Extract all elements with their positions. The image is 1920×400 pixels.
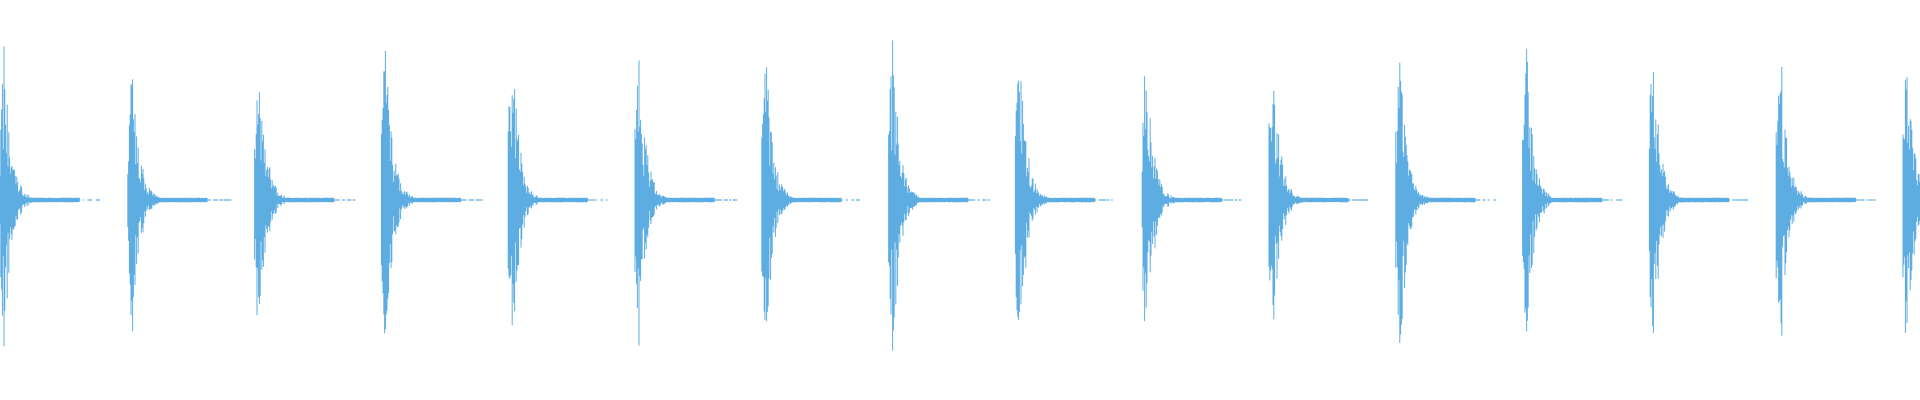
waveform-burst-body	[0, 46, 80, 347]
waveform-burst	[1268, 90, 1368, 320]
waveform-burst-body	[634, 60, 715, 346]
waveform-burst	[1522, 49, 1623, 332]
waveform-burst	[0, 46, 100, 347]
waveform-burst	[1902, 77, 1920, 333]
waveform-burst-body	[1268, 90, 1349, 320]
waveform-burst-body	[1902, 77, 1920, 333]
waveform-burst	[507, 89, 608, 326]
waveform-burst	[1395, 62, 1497, 343]
waveform-burst	[380, 50, 483, 334]
waveform-burst-body	[127, 79, 208, 332]
waveform-burst-body	[507, 89, 588, 326]
waveform-burst-body	[1522, 49, 1603, 332]
waveform-burst	[127, 79, 232, 332]
waveform-burst	[1141, 76, 1242, 322]
waveform-burst	[1014, 80, 1113, 320]
waveform-burst-body	[1395, 62, 1476, 343]
waveform-bursts	[0, 40, 1920, 351]
waveform-burst	[761, 67, 861, 322]
waveform-burst	[254, 92, 356, 315]
waveform-burst-body	[761, 67, 842, 322]
waveform-burst-body	[254, 92, 335, 315]
waveform-burst	[888, 40, 990, 351]
waveform-burst	[1648, 72, 1748, 333]
waveform-burst-body	[1141, 76, 1222, 322]
waveform-burst-body	[1648, 72, 1730, 333]
waveform-burst	[1775, 66, 1876, 336]
waveform-burst-body	[380, 50, 462, 334]
waveform-burst-body	[1775, 66, 1856, 336]
waveform-burst	[634, 60, 738, 346]
waveform-burst-body	[888, 40, 969, 351]
waveform-burst-body	[1014, 80, 1096, 320]
